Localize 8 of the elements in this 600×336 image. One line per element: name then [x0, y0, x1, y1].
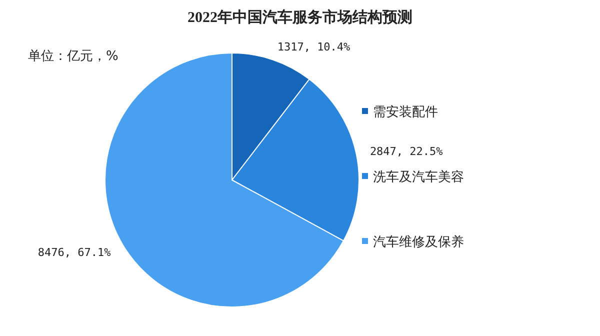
data-label: 1317, 10.4%: [277, 40, 351, 54]
data-label: 2847, 22.5%: [370, 144, 444, 158]
legend-label: 洗车及汽车美容: [373, 169, 464, 185]
legend-label: 汽车维修及保养: [373, 234, 464, 250]
legend-label: 需安装配件: [373, 104, 438, 120]
chart-title: 2022年中国汽车服务市场结构预测: [188, 8, 412, 26]
text: 单位：亿元，%: [28, 49, 118, 64]
data-label: 8476, 67.1%: [38, 246, 112, 259]
